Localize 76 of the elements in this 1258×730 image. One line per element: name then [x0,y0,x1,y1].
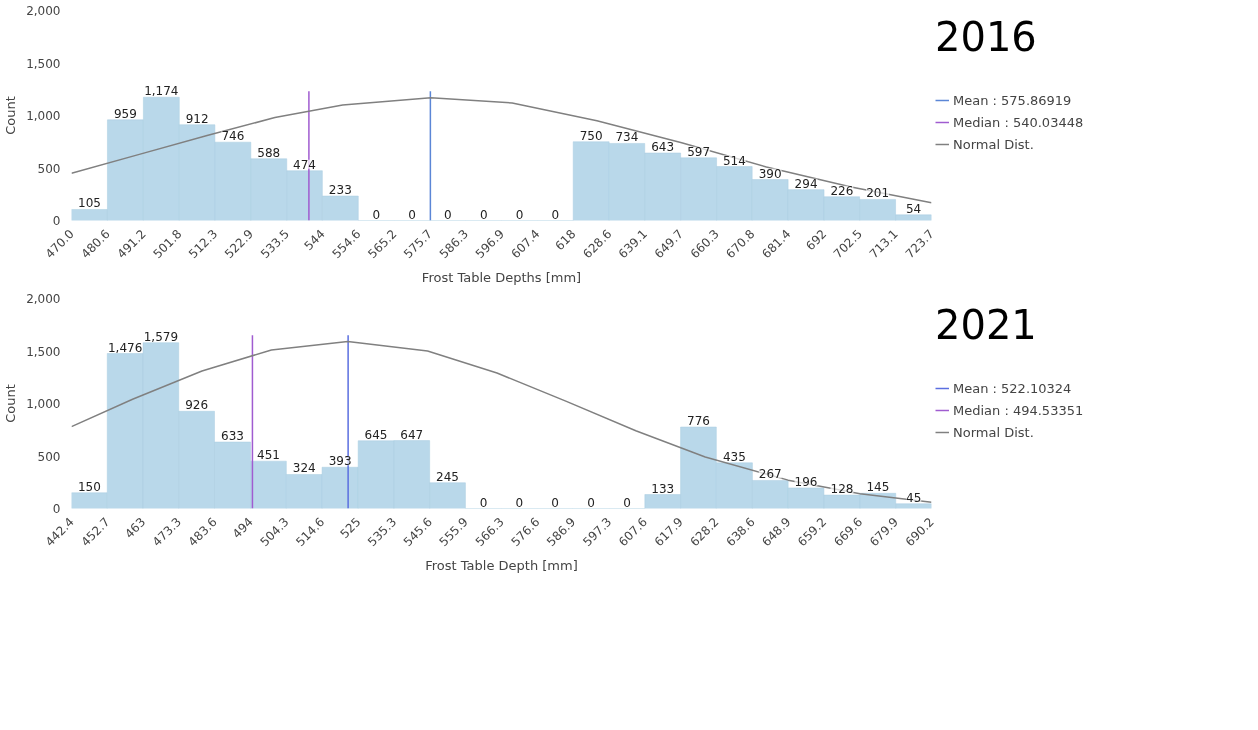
y-axis-title: Count [3,384,19,423]
data-label: 0 [479,495,488,510]
data-label: 647 [400,427,424,442]
data-label: 959 [113,106,137,121]
y-axis-title: Count [3,96,19,135]
y-tick-label: 1,500 [26,344,61,359]
data-label: 390 [758,166,782,181]
data-label: 133 [651,481,675,496]
data-label: 1,579 [143,329,179,344]
data-label: 128 [830,482,854,497]
x-tick-label: 494 [229,514,256,541]
data-label: 196 [794,474,818,489]
data-label: 514 [722,153,746,168]
data-label: 0 [551,495,559,510]
data-label: 0 [479,207,488,222]
y-tick-label: 0 [52,214,61,228]
y-tick-label: 1,000 [26,397,61,411]
y-tick-label: 500 [37,449,61,464]
x-axis-title: Frost Table Depths [mm] [421,270,582,286]
data-label: 451 [257,448,280,463]
data-label: 746 [221,129,245,144]
data-label: 45 [905,490,922,505]
legend-label: Median : 540.03448 [953,114,1084,130]
data-label: 0 [372,207,381,222]
data-label: 324 [292,461,316,476]
y-tick-label: 1,000 [26,109,61,123]
legend-label: Median : 494.53351 [953,402,1084,418]
data-label: 105 [78,196,101,211]
data-label: 267 [758,467,782,482]
legend-label: Normal Dist. [953,424,1034,440]
x-tick-label: 618 [552,226,579,253]
data-label: 643 [651,139,675,154]
y-tick-label: 2,000 [26,4,61,18]
legend-label: Mean : 575.86919 [953,92,1072,108]
data-label: 145 [866,480,890,495]
data-label: 226 [830,183,854,198]
data-label: 1,476 [107,340,143,355]
data-label: 588 [257,145,281,160]
data-label: 926 [185,398,209,413]
data-label: 1,174 [144,84,179,99]
data-label: 233 [328,183,352,198]
x-axis-title: Frost Table Depth [mm] [425,558,578,574]
y-tick-label: 2,000 [26,292,61,306]
data-label: 0 [443,207,452,222]
y-tick-label: 500 [37,161,61,176]
data-label: 245 [436,469,459,484]
data-label: 0 [515,207,524,222]
data-label: 0 [587,495,595,510]
data-label: 0 [551,207,560,222]
chart-title: 2016 [935,14,1038,60]
legend-label: Mean : 522.10324 [953,380,1072,396]
legend-label: Normal Dist. [953,136,1034,152]
data-label: 201 [866,186,890,201]
data-label: 0 [408,207,416,222]
data-label: 435 [722,449,746,464]
y-tick-label: 1,500 [26,56,61,71]
data-label: 597 [687,144,711,159]
data-label: 0 [623,495,631,510]
x-tick-label: 692 [803,226,830,253]
chart-title: 2021 [935,302,1038,348]
data-label: 912 [185,111,209,126]
x-tick-label: 463 [122,514,149,541]
data-label: 393 [328,454,352,469]
y-tick-label: 0 [52,502,61,516]
data-label: 776 [687,414,710,429]
x-tick-label: 525 [337,514,364,541]
data-label: 645 [364,427,388,442]
data-label: 474 [293,157,316,172]
data-label: 633 [221,429,244,444]
data-label: 54 [905,201,922,216]
data-label: 0 [515,495,524,510]
data-label: 734 [615,130,639,145]
x-tick-label: 544 [301,226,328,253]
data-label: 750 [579,128,603,143]
data-label: 294 [794,176,818,191]
data-label: 150 [77,479,101,494]
